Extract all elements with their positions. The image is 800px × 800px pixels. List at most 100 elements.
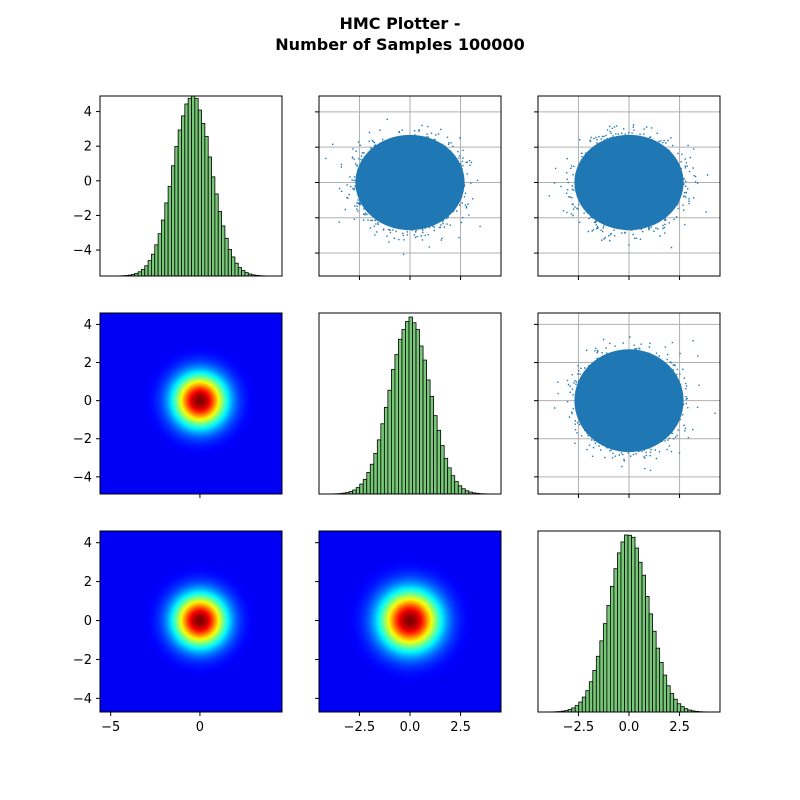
row1-col1-ytick-label: −4 bbox=[73, 244, 92, 259]
figure-title-line-1: HMC Plotter - bbox=[339, 14, 461, 33]
row2-col1-heatmap: −4 −2 0 2 4 bbox=[73, 312, 283, 498]
histogram-bar bbox=[157, 233, 162, 276]
histogram-bar bbox=[221, 225, 226, 276]
histogram-bar bbox=[181, 115, 186, 276]
row1-col1-ytick-label: −2 bbox=[73, 209, 92, 224]
histogram-bar bbox=[620, 541, 625, 712]
histogram-bar bbox=[436, 429, 442, 494]
row2-col1-ytick-label: 0 bbox=[84, 394, 92, 409]
histogram-bar bbox=[631, 536, 636, 712]
row3-col2-xtick-label: 0.0 bbox=[400, 720, 421, 735]
histogram-bar bbox=[408, 316, 413, 494]
row1-col1-axes-frame bbox=[99, 95, 283, 277]
row3-col1-axes-frame bbox=[99, 530, 283, 713]
row1-col2-scatter bbox=[315, 95, 502, 280]
histogram-bar bbox=[366, 472, 371, 494]
histogram-bar bbox=[194, 98, 199, 276]
histogram-bar bbox=[401, 329, 406, 494]
histogram-bar bbox=[662, 674, 668, 712]
histogram-bar bbox=[144, 265, 149, 276]
heatmap-density bbox=[100, 531, 282, 712]
histogram-bar bbox=[390, 369, 396, 494]
histogram-bar bbox=[167, 185, 172, 276]
row1-col1-ytick-label: 0 bbox=[84, 174, 92, 189]
histogram-bar bbox=[398, 338, 403, 494]
histogram-bar bbox=[655, 647, 661, 712]
histogram-bar bbox=[154, 244, 159, 276]
histogram-bar bbox=[454, 481, 459, 494]
histogram-bar bbox=[237, 267, 242, 276]
histogram-bar bbox=[638, 561, 643, 712]
row2-col2-histogram bbox=[318, 312, 502, 495]
histogram-bar bbox=[609, 585, 615, 712]
histogram-bar bbox=[581, 696, 587, 712]
row3-col1-ytick-label: −4 bbox=[73, 692, 92, 707]
histogram-bar bbox=[197, 109, 202, 276]
histogram-bar bbox=[440, 445, 445, 494]
row3-col2-heatmap: −2.5 0.0 2.5 bbox=[315, 530, 502, 735]
histogram-bar bbox=[151, 253, 156, 276]
scatter-core bbox=[355, 134, 465, 231]
row3-col3-xtick-label: −2.5 bbox=[563, 720, 595, 735]
histogram-bar bbox=[617, 552, 622, 712]
histogram-bar bbox=[137, 271, 142, 276]
histogram-bar bbox=[443, 457, 449, 494]
histogram-bar bbox=[359, 483, 364, 494]
row1-col1-histogram: −4 −2 0 2 4 bbox=[73, 95, 283, 277]
histogram-bar bbox=[147, 260, 152, 276]
histogram-bar bbox=[450, 475, 456, 494]
histogram-bar bbox=[426, 379, 431, 494]
row2-col1-axes-frame bbox=[99, 312, 283, 495]
row3-col3-xtick-label: 2.5 bbox=[669, 720, 690, 735]
histogram-bar bbox=[383, 406, 389, 494]
histogram-bar bbox=[387, 389, 392, 494]
histogram-bar bbox=[415, 329, 420, 494]
histogram-bar bbox=[659, 662, 664, 712]
histogram-bar bbox=[585, 690, 590, 712]
histogram-bar bbox=[211, 176, 216, 276]
histogram-bar bbox=[641, 574, 646, 712]
histogram-bar bbox=[376, 439, 382, 494]
histogram-bar bbox=[161, 219, 166, 276]
histogram-bar bbox=[394, 354, 399, 494]
histogram-bar bbox=[419, 345, 424, 494]
row2-col2-axes-frame bbox=[318, 312, 502, 495]
histogram-bar bbox=[613, 568, 618, 712]
histogram-bar bbox=[187, 97, 192, 276]
row3-col1-ytick-label: −2 bbox=[73, 653, 92, 668]
histogram-bar bbox=[422, 359, 427, 494]
histogram-bar bbox=[227, 249, 232, 276]
histogram-bar bbox=[574, 705, 580, 712]
row3-col1-heatmap: −4 −2 0 2 4 −5 0 bbox=[73, 530, 283, 735]
row3-col2-xtick-label: 2.5 bbox=[450, 720, 471, 735]
histogram-bar bbox=[380, 423, 385, 494]
row1-col1-ytick-label: 2 bbox=[84, 140, 92, 155]
histogram-bar bbox=[676, 703, 682, 712]
histogram-bar bbox=[592, 670, 597, 712]
histogram-bar bbox=[207, 156, 212, 276]
histogram-bar bbox=[362, 479, 368, 494]
row3-col3-xtick-label: 0.0 bbox=[619, 720, 640, 735]
row2-col1-ytick-label: 2 bbox=[84, 356, 92, 371]
row3-col3-histogram: −2.5 0.0 2.5 bbox=[537, 530, 721, 735]
row3-col2-xtick-label: −2.5 bbox=[344, 720, 376, 735]
histogram-bar bbox=[355, 487, 361, 494]
histogram-bar bbox=[652, 630, 657, 712]
histogram-bar bbox=[405, 321, 410, 494]
histogram-bar bbox=[666, 685, 671, 712]
histogram-bar bbox=[461, 488, 466, 494]
histogram-bar bbox=[171, 165, 176, 276]
heatmap-density bbox=[319, 531, 501, 712]
histogram-bar bbox=[578, 701, 583, 712]
histogram-bar bbox=[588, 681, 594, 712]
histogram-bar bbox=[599, 640, 604, 712]
figure-title-line-2: Number of Samples 100000 bbox=[275, 35, 525, 54]
histogram-bar bbox=[369, 463, 375, 494]
scatter-core bbox=[574, 349, 684, 453]
histogram-bar bbox=[217, 210, 222, 276]
histogram-bar bbox=[412, 322, 417, 494]
row3-col1-xtick-label: 0 bbox=[196, 720, 204, 735]
row3-col1-ytick-label: 2 bbox=[84, 575, 92, 590]
histogram-bar bbox=[645, 596, 650, 712]
histogram-bar bbox=[683, 708, 689, 712]
